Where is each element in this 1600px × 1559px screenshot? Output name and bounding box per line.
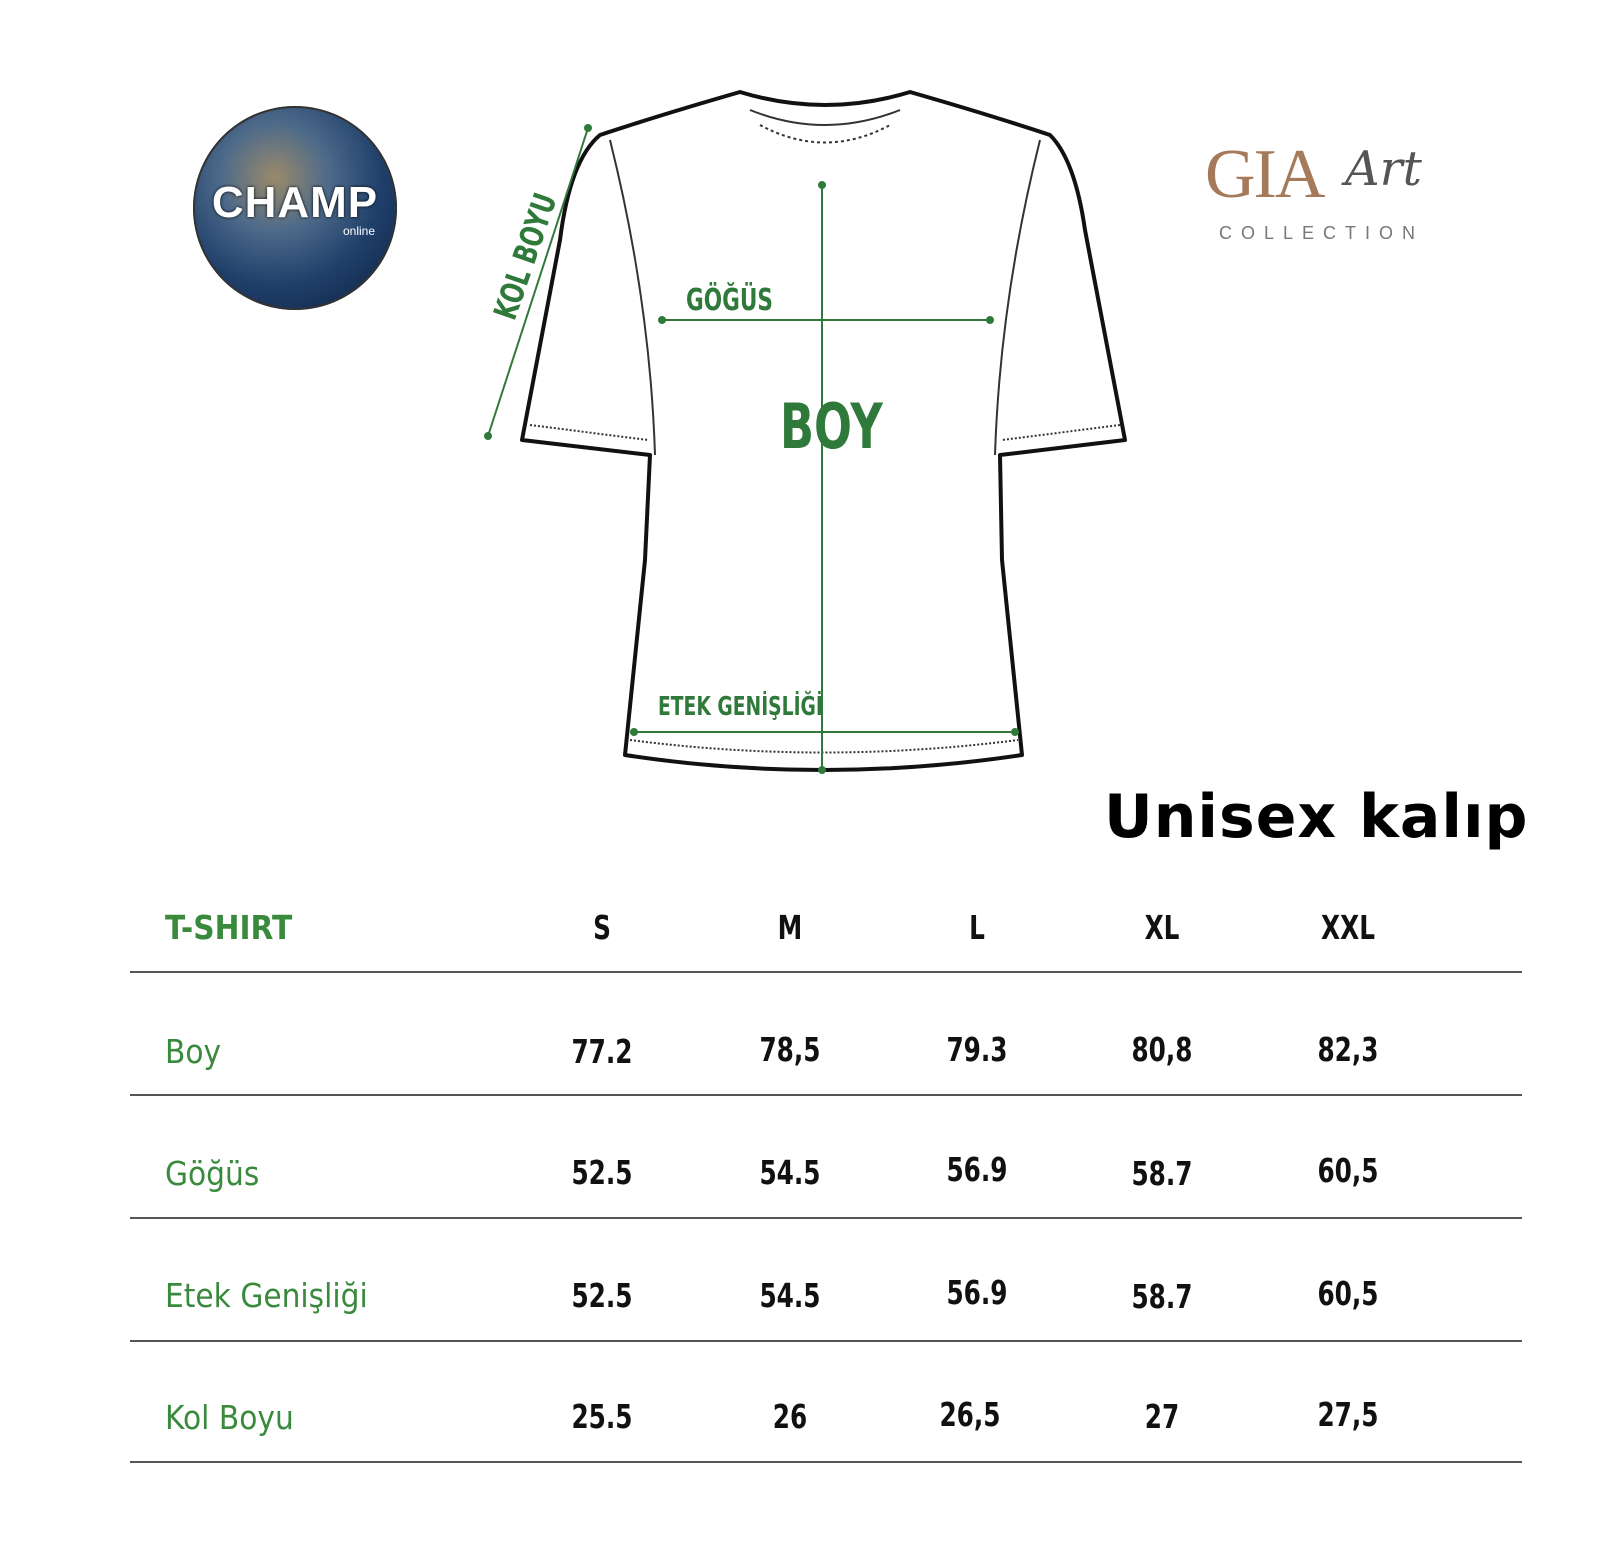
header-size-m: M xyxy=(777,908,803,947)
length-label: BOY xyxy=(780,390,883,463)
cell: 27 xyxy=(1144,1397,1180,1436)
divider xyxy=(130,1340,1522,1342)
row-label: Göğüs xyxy=(165,1154,260,1193)
header-size-xl: XL xyxy=(1144,908,1180,947)
cell: 52.5 xyxy=(571,1276,633,1315)
cell: 52.5 xyxy=(571,1153,633,1192)
champ-logo: CHAMP online xyxy=(193,106,397,310)
cell: 60,5 xyxy=(1317,1274,1379,1313)
cell: 79.3 xyxy=(946,1030,1008,1069)
divider xyxy=(130,1461,1522,1463)
gia-logo-text: GIA xyxy=(1205,136,1325,213)
gia-logo-script: Art xyxy=(1345,141,1422,197)
divider xyxy=(130,1217,1522,1219)
row-label: Kol Boyu xyxy=(165,1398,294,1437)
gia-art-logo: GIA Art COLLECTION xyxy=(1205,135,1465,255)
chest-label: GÖĞÜS xyxy=(686,283,773,318)
tshirt-diagram xyxy=(484,90,1127,774)
header-size-s: S xyxy=(593,908,611,947)
gia-logo-subtext: COLLECTION xyxy=(1219,223,1425,243)
cell: 27,5 xyxy=(1317,1395,1379,1434)
tshirt-outline xyxy=(520,90,1127,772)
divider xyxy=(130,971,1522,973)
hem-width-label: ETEK GENİŞLİĞİ xyxy=(658,692,823,722)
cell: 80,8 xyxy=(1131,1030,1193,1069)
cell: 54.5 xyxy=(759,1276,821,1315)
fit-label: Unisex kalıp xyxy=(1104,782,1529,852)
cell: 26 xyxy=(772,1397,808,1436)
sleeve-measure-line xyxy=(487,127,589,437)
cell: 58.7 xyxy=(1131,1277,1193,1316)
cell: 78,5 xyxy=(759,1030,821,1069)
header-size-xxl: XXL xyxy=(1321,908,1375,947)
cell: 58.7 xyxy=(1131,1154,1193,1193)
cell: 26,5 xyxy=(939,1395,1001,1434)
champ-logo-text: CHAMP xyxy=(211,178,379,227)
cell: 77.2 xyxy=(571,1032,633,1071)
cell: 56.9 xyxy=(946,1150,1008,1189)
cell: 54.5 xyxy=(759,1153,821,1192)
champ-logo-subtext: online xyxy=(343,224,376,238)
divider xyxy=(130,1094,1522,1096)
row-label: Boy xyxy=(165,1032,222,1071)
cell: 25.5 xyxy=(571,1397,633,1436)
cell: 60,5 xyxy=(1317,1151,1379,1190)
row-label: Etek Genişliği xyxy=(165,1276,368,1315)
cell: 82,3 xyxy=(1317,1030,1379,1069)
header-size-l: L xyxy=(969,908,985,947)
cell: 56.9 xyxy=(946,1273,1008,1312)
table-header-title: T-SHIRT xyxy=(165,908,293,947)
